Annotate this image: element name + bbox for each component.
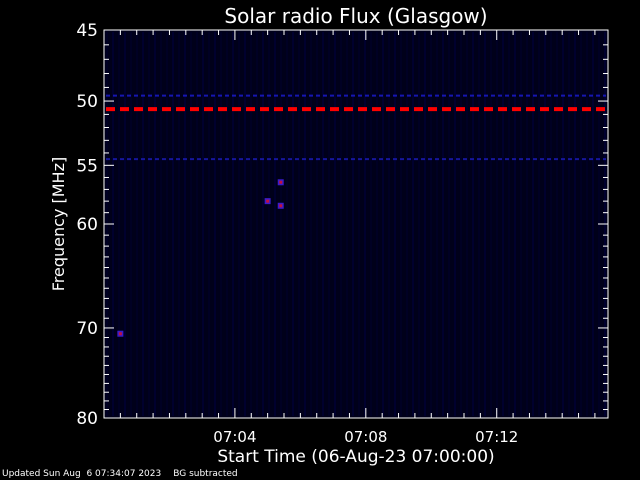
updated-timestamp: Updated Sun Aug 6 07:34:07 2023 (2, 469, 162, 479)
footer: Updated Sun Aug 6 07:34:07 2023 BG subtra… (2, 469, 238, 479)
y-tick-label: 60 (76, 215, 98, 235)
y-tick-label: 70 (76, 319, 98, 339)
burst-spot-core (279, 204, 283, 208)
y-axis-ticks: 45 50 55 60 70 80 (76, 21, 608, 429)
chart-title: Solar radio Flux (Glasgow) (224, 4, 487, 28)
y-axis-label: Frequency [MHz] (49, 157, 68, 291)
interference-bands (106, 94, 606, 161)
background-note: BG subtracted (173, 469, 238, 479)
y-tick-label: 80 (76, 409, 98, 429)
y-tick-label: 45 (76, 21, 98, 41)
burst-spots (117, 179, 284, 337)
burst-spot-core (279, 180, 283, 184)
burst-spot-core (118, 332, 122, 336)
x-tick-label: 07:04 (213, 428, 256, 446)
y-tick-label: 50 (76, 92, 98, 112)
plot-background (104, 30, 608, 418)
x-tick-label: 07:12 (475, 428, 518, 446)
x-axis-label: Start Time (06-Aug-23 07:00:00) (217, 447, 494, 467)
x-axis-ticks: 07:04 07:08 07:12 (119, 30, 596, 446)
y-tick-label: 55 (76, 156, 98, 176)
burst-spot-core (266, 199, 270, 203)
x-tick-label: 07:08 (344, 428, 387, 446)
